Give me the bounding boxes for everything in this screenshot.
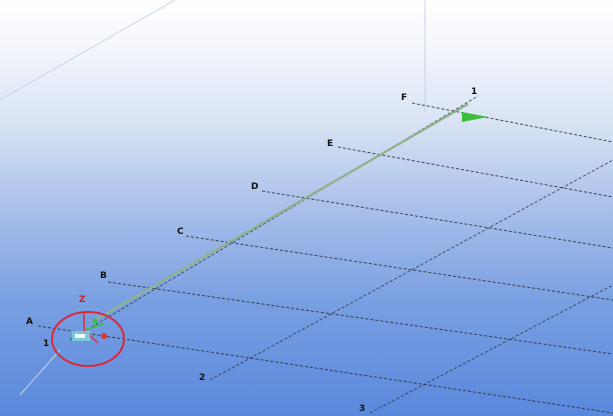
grid-label-e: E: [327, 139, 333, 149]
axis-x-line: [83, 323, 105, 331]
grid-label-a: A: [26, 317, 33, 327]
construction-line: [0, 0, 176, 101]
grid-line-d[interactable]: [261, 190, 613, 249]
grid-line-e[interactable]: [337, 146, 613, 198]
faint-construction-lines: [0, 0, 426, 396]
grid-label-1: 1: [471, 87, 477, 97]
construction-line: [19, 349, 61, 396]
axis-end-dot-green: [92, 318, 98, 324]
grid-line-c[interactable]: [185, 235, 613, 301]
grid-line-a[interactable]: [37, 325, 613, 414]
selection-circle: [51, 311, 125, 367]
grid-row-lines: [37, 102, 613, 414]
origin-block-highlight: [75, 334, 85, 338]
axis-end-dot: [101, 333, 107, 339]
beam-direction-arrow-icon: [462, 112, 488, 122]
grid-line-2[interactable]: [209, 159, 613, 381]
grid-column-labels: 1 2 3: [199, 87, 477, 414]
coordinate-axes-icon[interactable]: Z1: [43, 295, 125, 367]
grid-label-2: 2: [199, 373, 205, 383]
grid-column-lines: [69, 95, 613, 414]
grid-line-b[interactable]: [107, 281, 613, 355]
grid-line-3[interactable]: [369, 284, 613, 414]
beam-line[interactable]: [94, 103, 469, 321]
grid-label-c: C: [177, 227, 184, 237]
origin-axis-label: 1: [43, 339, 49, 349]
selected-beam[interactable]: [94, 103, 488, 321]
grid-label-f: F: [401, 93, 407, 103]
grid-label-b: B: [100, 271, 107, 281]
grid-label-d: D: [251, 182, 258, 192]
grid-label-3: 3: [359, 404, 365, 414]
grid-line-f[interactable]: [411, 102, 613, 143]
axis-label-z: Z: [79, 295, 86, 305]
grid-row-labels: A B C D E F: [26, 93, 407, 327]
